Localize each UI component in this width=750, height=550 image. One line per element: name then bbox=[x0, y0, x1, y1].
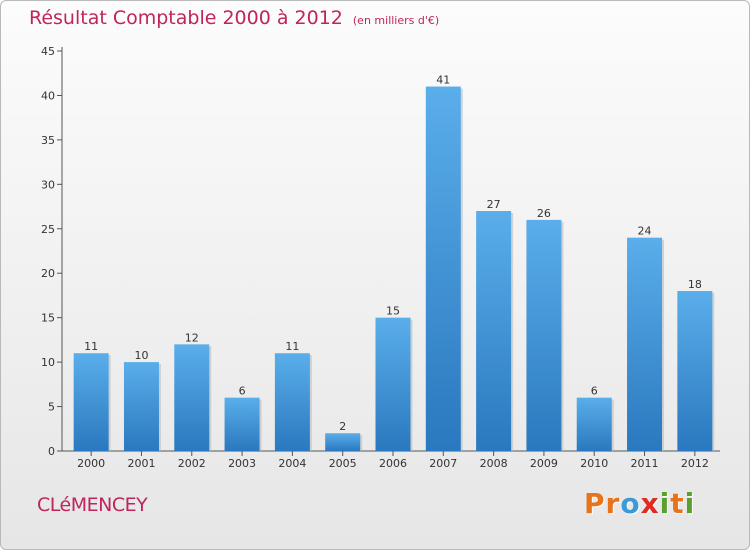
y-tick-label: 40 bbox=[41, 89, 55, 102]
x-tick-label: 2000 bbox=[77, 457, 105, 470]
city-name: CLéMENCEY bbox=[37, 494, 148, 516]
logo-letter: x bbox=[640, 487, 660, 520]
x-tick-label: 2008 bbox=[480, 457, 508, 470]
x-tick-label: 2003 bbox=[228, 457, 256, 470]
bar-value-label: 11 bbox=[285, 340, 299, 353]
proxiti-logo[interactable]: Proxiti bbox=[584, 487, 695, 520]
bar bbox=[425, 86, 461, 452]
bar-value-label: 15 bbox=[386, 305, 400, 318]
bar-value-label: 24 bbox=[638, 225, 652, 238]
x-tick-label: 2007 bbox=[429, 457, 457, 470]
bar-value-label: 6 bbox=[591, 385, 598, 398]
bar-value-label: 27 bbox=[487, 198, 501, 211]
x-tick-label: 2002 bbox=[178, 457, 206, 470]
bar-value-label: 41 bbox=[436, 74, 450, 87]
x-tick-label: 2010 bbox=[580, 457, 608, 470]
chart-bars: 11 10 12 6 11 2 15 41 27 26 6 24 18 bbox=[73, 74, 715, 452]
y-tick-label: 20 bbox=[41, 267, 55, 280]
y-tick-label: 10 bbox=[41, 356, 55, 369]
bar bbox=[274, 353, 310, 451]
chart-title: Résultat Comptable 2000 à 2012 (en millie… bbox=[29, 7, 439, 29]
logo-letter: r bbox=[605, 487, 621, 520]
chart-title-text: Résultat Comptable 2000 à 2012 bbox=[29, 7, 343, 29]
bar bbox=[375, 317, 411, 451]
y-tick-label: 5 bbox=[48, 401, 55, 414]
bar-value-label: 26 bbox=[537, 207, 551, 220]
y-tick-label: 15 bbox=[41, 312, 55, 325]
bar bbox=[627, 237, 663, 451]
y-tick-label: 35 bbox=[41, 134, 55, 147]
bar bbox=[526, 219, 562, 451]
logo-letter: t bbox=[670, 487, 685, 520]
x-tick-label: 2005 bbox=[329, 457, 357, 470]
y-tick-label: 0 bbox=[48, 445, 55, 458]
bar-value-label: 12 bbox=[185, 331, 199, 344]
bar bbox=[174, 344, 210, 451]
x-tick-label: 2001 bbox=[127, 457, 155, 470]
logo-letter: o bbox=[620, 487, 641, 520]
chart-subtitle: (en milliers d'€) bbox=[352, 14, 440, 27]
x-tick-label: 2004 bbox=[278, 457, 306, 470]
bar-value-label: 10 bbox=[134, 349, 148, 362]
bar-value-label: 6 bbox=[239, 385, 246, 398]
x-tick-label: 2012 bbox=[681, 457, 709, 470]
x-tick-label: 2006 bbox=[379, 457, 407, 470]
logo-letter: i bbox=[684, 487, 696, 520]
bar bbox=[476, 211, 512, 451]
bar bbox=[677, 291, 713, 451]
y-tick-label: 25 bbox=[41, 223, 55, 236]
logo-letter: i bbox=[659, 487, 671, 520]
y-tick-label: 45 bbox=[41, 45, 55, 58]
bar bbox=[123, 362, 159, 451]
logo-letter: P bbox=[584, 487, 606, 520]
y-tick-label: 30 bbox=[41, 178, 55, 191]
bar-value-label: 18 bbox=[688, 278, 702, 291]
bar-value-label: 2 bbox=[339, 420, 346, 433]
bar-value-label: 11 bbox=[84, 340, 98, 353]
x-tick-label: 2009 bbox=[530, 457, 558, 470]
bar bbox=[325, 433, 361, 451]
bar bbox=[576, 397, 612, 451]
x-tick-label: 2011 bbox=[631, 457, 659, 470]
bar bbox=[73, 353, 109, 451]
bar bbox=[224, 397, 260, 451]
